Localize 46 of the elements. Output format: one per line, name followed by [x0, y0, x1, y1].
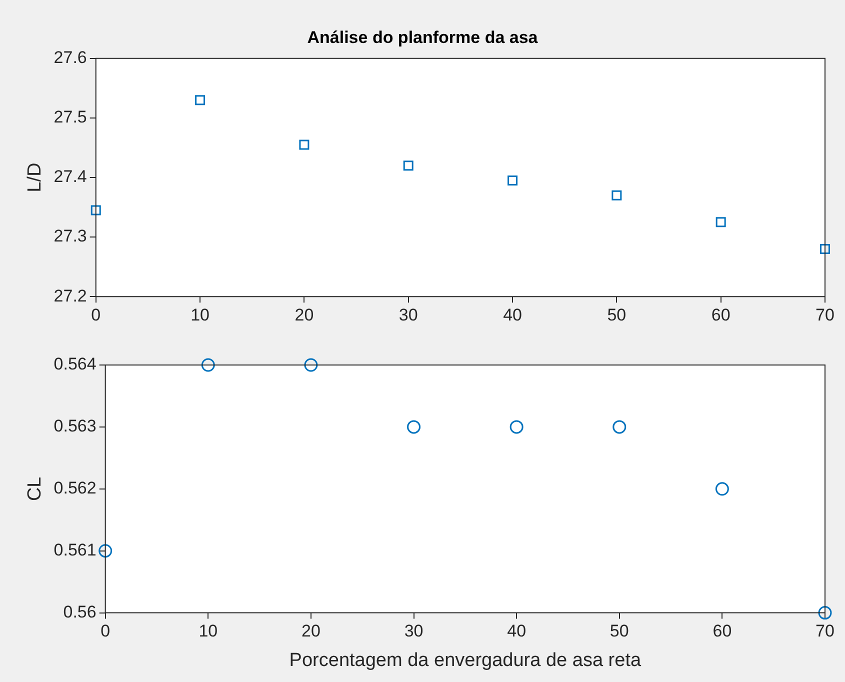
x-tick-label: 70 — [816, 622, 834, 641]
x-tick-label: 30 — [404, 622, 424, 641]
x-tick-label: 50 — [610, 622, 629, 641]
point — [818, 606, 832, 620]
chart-title: Análise do planforme da asa — [307, 28, 538, 47]
y-tick-label: 27.4 — [54, 167, 87, 186]
y-tick-label: 0.561 — [54, 540, 96, 560]
x-tick-label: 0 — [91, 305, 101, 324]
x-tick-label: 50 — [607, 305, 626, 324]
point — [612, 420, 626, 434]
y-axis-title: L/D — [24, 162, 46, 192]
y-tick-label: 27.5 — [54, 108, 87, 127]
point — [403, 160, 414, 171]
point — [98, 544, 112, 558]
y-tick-label: 0.562 — [54, 478, 96, 498]
point — [299, 140, 310, 150]
x-tick-label: 60 — [711, 305, 730, 324]
point — [304, 358, 318, 372]
point — [201, 358, 215, 372]
x-tick-label: 40 — [503, 305, 522, 324]
point — [407, 420, 421, 434]
x-tick-label: 60 — [712, 622, 732, 641]
y-tick-label: 0.56 — [63, 602, 96, 622]
y-tick-label: 0.563 — [54, 416, 96, 436]
point — [715, 482, 729, 496]
y-tick-label: 0.564 — [54, 354, 96, 374]
point — [510, 420, 524, 434]
x-tick-label: 20 — [294, 305, 314, 324]
y-tick-label: 27.3 — [54, 226, 87, 246]
x-tick-label: 30 — [398, 305, 418, 324]
point — [90, 205, 101, 216]
x-tick-label: 0 — [100, 622, 110, 641]
point — [195, 95, 206, 106]
x-tick-label: 40 — [507, 622, 526, 641]
x-tick-label: 20 — [301, 622, 320, 641]
x-tick-label: 70 — [816, 305, 834, 324]
point — [508, 175, 518, 186]
point — [820, 244, 830, 254]
y-axis-title: CL — [24, 476, 46, 502]
point — [716, 217, 726, 228]
y-tick-label: 27.6 — [54, 48, 87, 68]
point — [612, 190, 622, 200]
x-tick-label: 10 — [190, 305, 210, 324]
x-axis-title: Porcentagem da envergadura de asa reta — [289, 650, 642, 671]
y-tick-label: 27.2 — [54, 286, 87, 306]
x-tick-label: 10 — [198, 622, 218, 641]
